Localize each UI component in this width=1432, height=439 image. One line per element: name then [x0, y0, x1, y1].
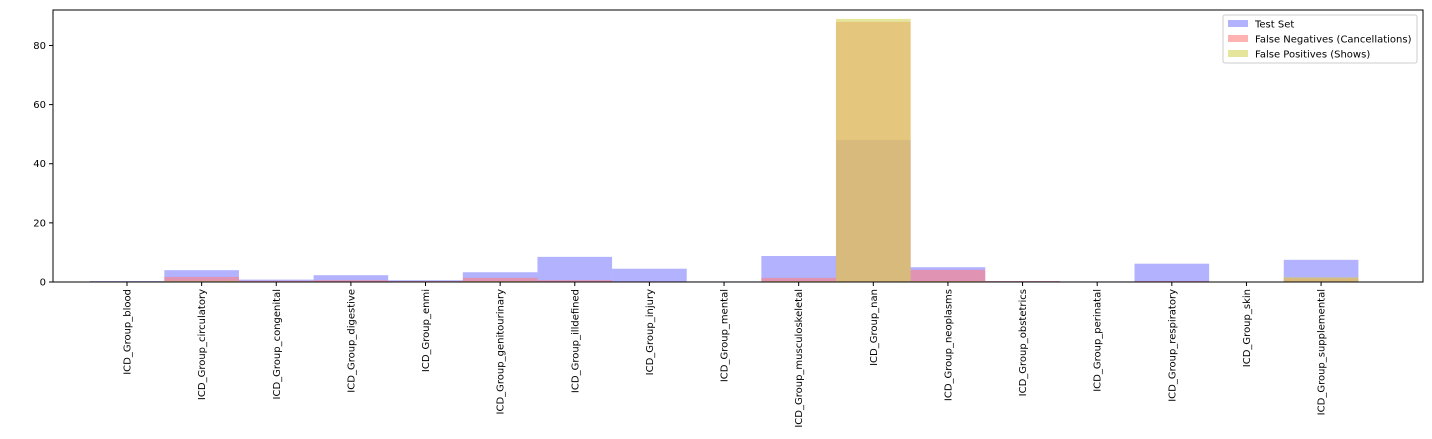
legend: Test Set False Negatives (Cancellations) F…: [1223, 15, 1417, 63]
x-tick-label: ICD_Group_mental: [720, 289, 731, 382]
legend-swatch: [1228, 50, 1248, 57]
x-tick-label: ICD_Group_digestive: [346, 289, 357, 393]
y-tick-label: 80: [33, 41, 46, 52]
legend-swatch: [1228, 35, 1248, 42]
y-tick-label: 60: [33, 100, 46, 111]
x-tick-label: ICD_Group_congenital: [272, 289, 283, 399]
x-tick-label: ICD_Group_circulatory: [197, 289, 208, 400]
x-tick-label: ICD_Group_respiratory: [1167, 289, 1178, 402]
legend-label: Test Set: [1254, 20, 1294, 31]
y-tick-label: 0: [40, 278, 46, 289]
legend-swatch: [1228, 20, 1248, 27]
bar: [911, 270, 986, 282]
bar: [537, 257, 612, 282]
x-tick-label: ICD_Group_blood: [123, 289, 134, 375]
bar: [612, 269, 687, 282]
y-axis: 0 20 40 60 80: [33, 41, 53, 289]
x-tick-label: ICD_Group_illdefined: [570, 289, 581, 393]
x-tick-label: ICD_Group_genitourinary: [496, 289, 507, 415]
legend-label: False Negatives (Cancellations): [1255, 35, 1412, 46]
series-2: [164, 19, 1358, 282]
x-tick-label: ICD_Group_musculoskeletal: [794, 289, 805, 428]
x-tick-label: ICD_Group_nan: [869, 289, 880, 366]
x-tick-label: ICD_Group_perinatal: [1093, 289, 1104, 392]
x-tick-label: ICD_Group_skin: [1242, 289, 1253, 367]
x-tick-label: ICD_Group_obstetrics: [1018, 289, 1029, 396]
x-tick-label: ICD_Group_neoplasms: [943, 289, 954, 401]
bar: [1284, 277, 1359, 282]
y-tick-label: 40: [33, 159, 46, 170]
plot-frame: [53, 10, 1423, 282]
series-0: [90, 140, 1359, 282]
series-1: [90, 22, 1359, 282]
legend-label: False Positives (Shows): [1255, 50, 1370, 61]
y-tick-label: 20: [33, 218, 46, 229]
x-axis: ICD_Group_blood ICD_Group_circulatory ICD_…: [123, 282, 1328, 428]
bar: [836, 19, 911, 282]
bar: [1135, 264, 1210, 282]
x-tick-label: ICD_Group_supplemental: [1317, 289, 1328, 415]
x-tick-label: ICD_Group_injury: [645, 289, 656, 375]
x-tick-label: ICD_Group_enmi: [421, 289, 432, 372]
bars-layer: [90, 19, 1359, 282]
